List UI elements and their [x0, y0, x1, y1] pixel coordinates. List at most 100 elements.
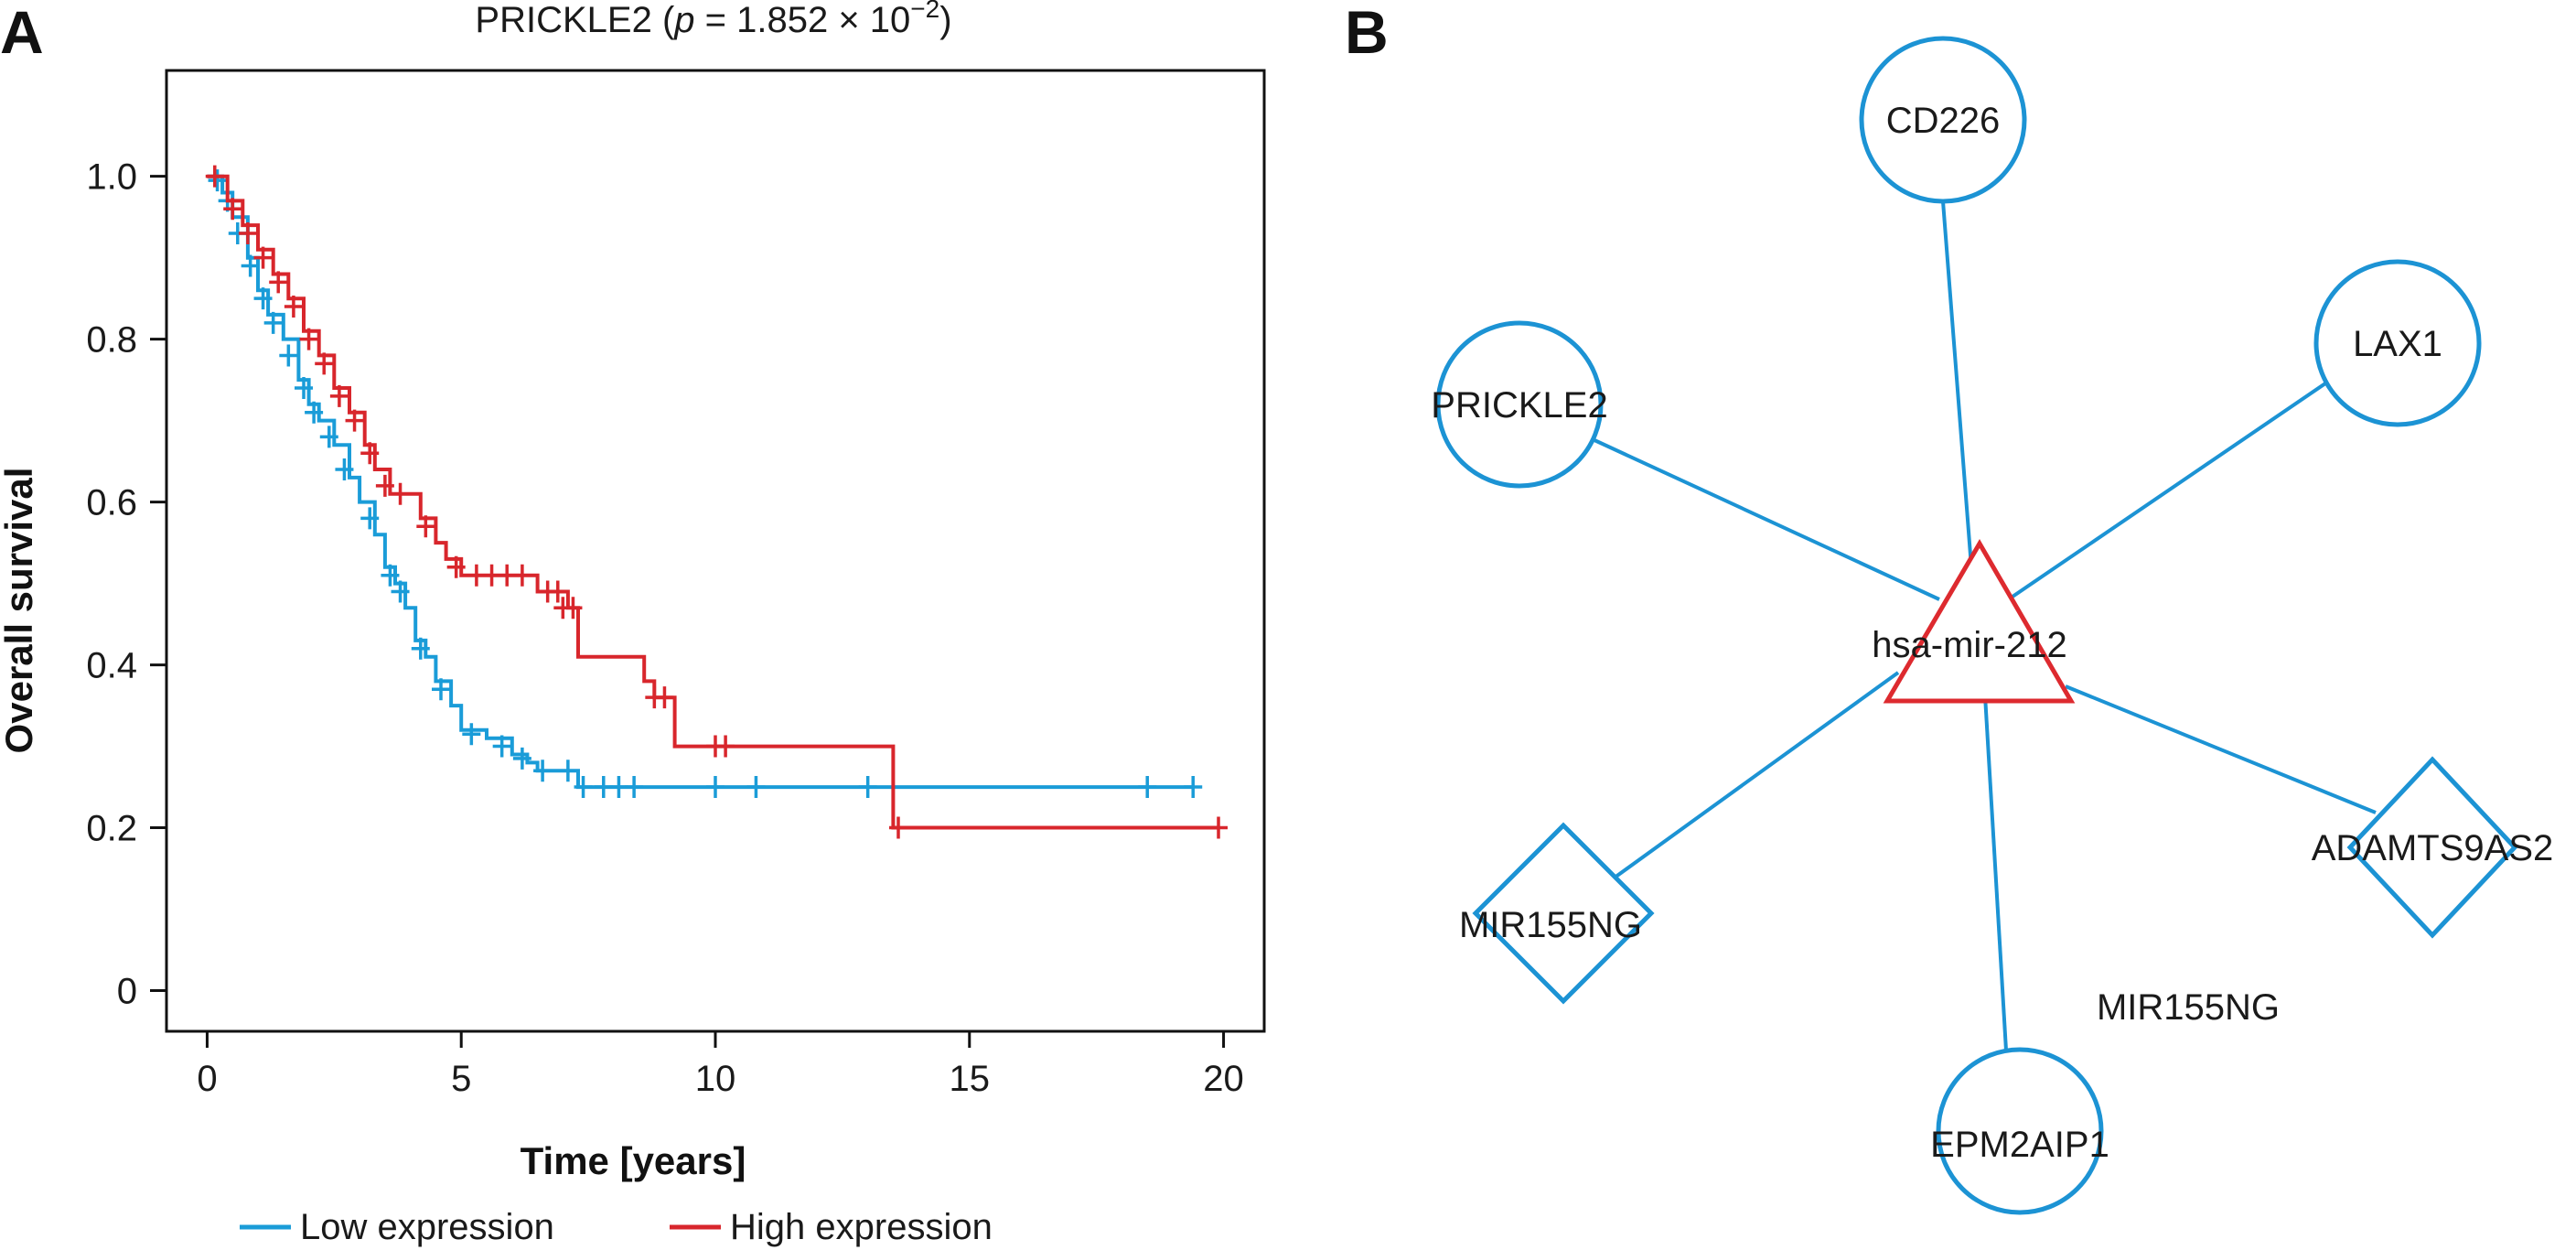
node-epm2aip1-label: EPM2AIP1	[1930, 1125, 2109, 1165]
edge-mir155ng	[1613, 671, 1900, 879]
censor-mark-high	[889, 816, 907, 839]
panel-b-letter: B	[1345, 0, 1389, 66]
censor-mark-high	[284, 296, 303, 318]
node-adamts9as2-shape	[2346, 756, 2518, 939]
censor-mark-low	[609, 776, 628, 799]
censor-mark-low	[319, 426, 338, 448]
y-tick-label: 0.8	[86, 320, 137, 361]
censor-mark-low	[858, 776, 877, 799]
censor-mark-low	[512, 747, 531, 770]
censor-mark-low	[253, 287, 273, 310]
censor-mark-high	[655, 686, 674, 709]
censor-mark-high	[375, 474, 394, 497]
censor-mark-high	[446, 555, 466, 578]
censor-mark-low	[432, 678, 450, 701]
censor-mark-low	[241, 254, 260, 277]
censor-mark-high	[716, 735, 735, 758]
center-node-label: hsa-mir-212	[1872, 625, 2066, 665]
censor-mark-low	[279, 344, 298, 367]
censor-mark-low	[558, 760, 577, 782]
node-hsa-mir-212: hsa-mir-212	[1872, 539, 2076, 704]
y-axis: 0 0.2 0.4 0.6 0.8 1.0	[86, 157, 166, 1012]
censor-mark-low	[574, 776, 593, 799]
censor-mark-low	[305, 401, 324, 424]
censor-mark-high	[269, 271, 288, 294]
censor-mark-low	[411, 637, 430, 660]
survival-curve-low	[207, 174, 1194, 790]
series-layer	[205, 165, 1228, 839]
series-high	[205, 165, 1228, 839]
node-prickle2: PRICKLE2	[1431, 320, 1608, 489]
x-tick-label: 0	[197, 1059, 217, 1099]
censor-mark-high	[253, 246, 273, 269]
censor-mark-low	[746, 776, 766, 799]
node-lax1-label: LAX1	[2353, 324, 2442, 364]
node-adamts9as2: ADAMTS9AS2	[2312, 756, 2554, 939]
censor-mark-high	[345, 409, 364, 432]
censor-mark-high	[564, 597, 583, 620]
node-lax1-shape	[2313, 259, 2482, 427]
censor-mark-low	[263, 311, 283, 334]
center-triangle-shape	[1883, 539, 2076, 704]
network-edges	[1594, 200, 2377, 1051]
plot-frame	[165, 69, 1266, 1033]
x-tick-label: 20	[1203, 1059, 1244, 1099]
node-mir155ng: MIR155NG	[1459, 822, 1655, 1005]
censor-mark-low	[295, 377, 313, 400]
node-cd226: CD226	[1859, 36, 2027, 204]
censor-mark-high	[416, 515, 435, 538]
node-prickle2-label: PRICKLE2	[1431, 385, 1607, 426]
censor-mark-low	[360, 507, 380, 530]
node-cd226-shape	[1859, 36, 2027, 204]
node-epm2aip1-shape	[1936, 1047, 2104, 1215]
y-tick-label: 0.6	[86, 483, 137, 523]
censor-mark-high	[299, 328, 318, 350]
x-axis-label: Time [years]	[521, 1139, 746, 1182]
censor-mark-low	[335, 458, 354, 481]
x-tick-label: 10	[695, 1059, 736, 1099]
censor-mark-low	[208, 169, 227, 192]
censor-mark-high	[315, 352, 334, 375]
y-tick-label: 1.0	[86, 157, 137, 198]
x-tick-label: 5	[451, 1059, 471, 1099]
censor-mark-high	[391, 482, 410, 505]
censor-mark-high	[360, 442, 380, 465]
node-mir155ng-label: MIR155NG	[1459, 905, 1642, 945]
x-axis: 0 5 10 15 20	[197, 1031, 1244, 1099]
edge-lax1	[2011, 380, 2330, 598]
chart-title: PRICKLE2 (p = 1.852 × 10−2)	[475, 0, 951, 40]
survival-curve-high	[207, 174, 1218, 830]
censor-mark-low	[533, 760, 553, 782]
edge-adamts9as2	[2065, 684, 2377, 814]
censor-mark-high	[238, 221, 257, 244]
censor-mark-low	[391, 580, 410, 603]
censor-mark-high	[498, 564, 517, 587]
series-low	[207, 169, 1203, 799]
node-prickle2-shape	[1435, 320, 1604, 489]
censor-mark-high	[512, 564, 531, 587]
floating-node-label: MIR155NG	[2097, 987, 2280, 1028]
censor-mark-low	[1184, 776, 1203, 799]
censor-mark-low	[706, 776, 724, 799]
censor-mark-high	[223, 198, 242, 221]
edge-cd226	[1941, 200, 1976, 603]
node-epm2aip1: EPM2AIP1	[1930, 1047, 2109, 1215]
y-tick-label: 0.2	[86, 809, 137, 849]
y-tick-label: 0	[117, 972, 137, 1012]
censor-mark-low	[462, 723, 481, 746]
censor-mark-high	[205, 165, 224, 188]
y-axis-label: Overall survival	[0, 468, 40, 754]
censor-mark-low	[381, 564, 400, 587]
censor-mark-low	[492, 735, 511, 758]
legend-label-low: Low expression	[300, 1207, 554, 1247]
y-tick-label: 0.4	[86, 646, 137, 686]
node-lax1: LAX1	[2313, 259, 2482, 427]
legend: Low expression High expression	[240, 1207, 993, 1247]
censor-mark-high	[1209, 816, 1228, 839]
panel-a-letter: A	[0, 0, 44, 66]
censor-mark-low	[1138, 776, 1157, 799]
node-cd226-label: CD226	[1886, 101, 2001, 141]
node-adamts9as2-label: ADAMTS9AS2	[2312, 828, 2554, 868]
censor-mark-high	[329, 384, 349, 407]
